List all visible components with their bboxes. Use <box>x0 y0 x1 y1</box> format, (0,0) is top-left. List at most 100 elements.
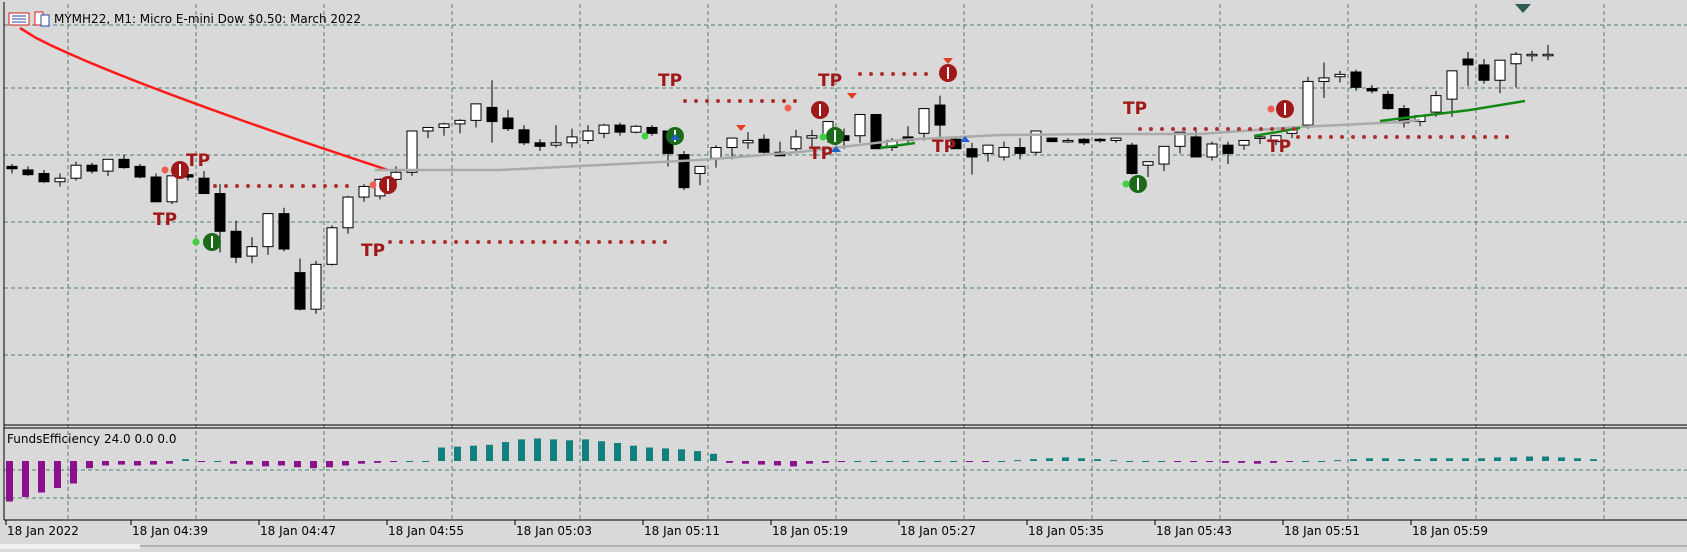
histogram-bar <box>1510 457 1517 461</box>
tp-level-dot <box>1505 135 1509 139</box>
scrollbar[interactable] <box>0 544 140 549</box>
tp-level-dot <box>694 99 698 103</box>
histogram-bar <box>630 445 637 461</box>
sell-arrow-icon <box>847 93 857 99</box>
tp-level-dot <box>683 99 687 103</box>
tp-level-dot <box>716 99 720 103</box>
candle-body <box>6 165 18 170</box>
candle-body <box>1222 144 1234 154</box>
histogram-bar <box>134 461 141 466</box>
candle-body <box>86 164 98 172</box>
tp-level-dot <box>1248 127 1252 131</box>
candle-body <box>134 165 146 178</box>
candle-body <box>70 164 82 179</box>
x-tick-label: 18 Jan 04:47 <box>260 524 336 538</box>
trade-panel-icon[interactable] <box>34 11 50 27</box>
candle-body <box>278 213 290 250</box>
histogram-bar <box>1366 458 1373 461</box>
candle-body <box>214 193 226 232</box>
candle-body <box>1190 136 1202 158</box>
candle-body <box>166 175 178 203</box>
candle-body <box>1446 70 1458 100</box>
candle-body <box>854 113 866 137</box>
histogram-bar <box>86 461 93 469</box>
tp-level-dot <box>323 184 327 188</box>
histogram-bar <box>326 461 333 468</box>
histogram-bar <box>6 461 13 502</box>
tp-level-dot <box>1237 127 1241 131</box>
grid <box>4 4 1687 520</box>
candle-body <box>1382 93 1394 110</box>
x-tick-label: 18 Jan 04:55 <box>388 524 464 538</box>
x-axis: 18 Jan 2022 18 Jan 04:39 18 Jan 04:47 18 Ja… <box>5 520 1488 538</box>
candle-body <box>1478 64 1490 81</box>
histogram-bar <box>38 461 45 493</box>
tp-level-dot <box>1329 135 1333 139</box>
histogram-bar <box>214 461 221 462</box>
shift-marker-icon[interactable] <box>1515 4 1531 13</box>
tp-level-dot <box>663 240 667 244</box>
histogram-bar <box>1302 461 1309 462</box>
candle-body <box>1078 138 1090 144</box>
candle-body <box>406 130 418 173</box>
chart-settings-icon[interactable] <box>8 11 30 27</box>
histogram-bar <box>1590 459 1597 461</box>
entry-dot <box>1122 180 1130 188</box>
histogram-bar <box>22 461 29 497</box>
candle-body <box>1142 161 1154 166</box>
x-tick-label: 18 Jan 05:43 <box>1156 524 1232 538</box>
candles <box>6 44 1554 314</box>
histogram-bar <box>1414 459 1421 461</box>
histogram-bar <box>1126 461 1133 462</box>
tp-level-dot <box>301 184 305 188</box>
tp-level-dot <box>520 240 524 244</box>
candle-body <box>1302 80 1314 126</box>
candle-body <box>438 123 450 128</box>
candle-body <box>1206 143 1218 158</box>
entry-dot <box>819 133 827 141</box>
tp-level-dot <box>924 72 928 76</box>
histogram-bar <box>1318 461 1325 462</box>
tp-level-dot <box>1171 127 1175 131</box>
histogram-bar <box>54 461 61 488</box>
histogram-bar <box>1542 456 1549 461</box>
histogram-bar <box>1142 461 1149 462</box>
tp-level-dot <box>290 184 294 188</box>
candle-body <box>342 196 354 229</box>
tp-level-dot <box>1450 135 1454 139</box>
tp-level-dot <box>1296 135 1300 139</box>
candle-body <box>1030 130 1042 153</box>
candle-body <box>1238 139 1250 146</box>
histogram-bar <box>854 461 861 462</box>
candle-body <box>1174 131 1186 147</box>
tp-level-dot <box>608 240 612 244</box>
histogram-bar <box>502 442 509 461</box>
histogram-bar <box>406 461 413 462</box>
candle-body <box>646 126 658 134</box>
tp-level-dot <box>465 240 469 244</box>
chart-title: MYMH22, M1: Micro E-mini Dow $0.50: Marc… <box>54 12 361 26</box>
tp-level-dot <box>312 184 316 188</box>
candle-body <box>454 119 466 125</box>
histogram-bar <box>486 444 493 461</box>
histogram-bar <box>758 461 765 465</box>
candle-body <box>614 124 626 133</box>
tp-level-dot <box>476 240 480 244</box>
candle-body <box>198 177 210 195</box>
candle-body <box>758 138 770 153</box>
histogram-bar <box>182 459 189 461</box>
buy-arrow-icon <box>960 136 970 142</box>
candle-body <box>1542 53 1554 57</box>
histogram-bar <box>310 461 317 469</box>
tp-level-dot <box>564 240 568 244</box>
histogram-bar <box>870 461 877 462</box>
histogram-bar <box>918 461 925 462</box>
sell-arrow-icon <box>736 125 746 131</box>
candle-body <box>966 148 978 158</box>
histogram-bar <box>950 461 957 462</box>
histogram-bar <box>806 461 813 464</box>
candle-body <box>1366 88 1378 92</box>
tp-label: TP <box>1123 99 1147 119</box>
